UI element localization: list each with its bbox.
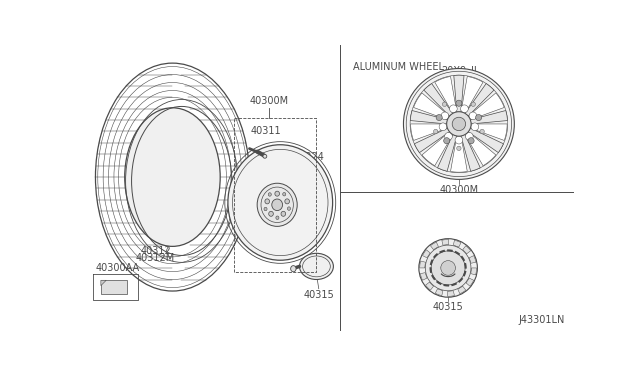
Circle shape	[419, 239, 477, 297]
Circle shape	[476, 115, 482, 121]
Polygon shape	[461, 77, 483, 112]
Polygon shape	[471, 268, 477, 275]
Circle shape	[433, 129, 438, 134]
Polygon shape	[465, 83, 494, 116]
Circle shape	[465, 132, 473, 140]
Polygon shape	[466, 133, 496, 166]
Polygon shape	[420, 273, 427, 280]
Polygon shape	[458, 286, 466, 294]
Circle shape	[445, 132, 452, 140]
Polygon shape	[454, 75, 464, 112]
Polygon shape	[451, 138, 467, 172]
Ellipse shape	[264, 207, 267, 211]
Circle shape	[457, 146, 461, 151]
Circle shape	[403, 68, 515, 179]
Polygon shape	[470, 93, 504, 119]
Ellipse shape	[276, 216, 279, 219]
Polygon shape	[438, 135, 457, 171]
Polygon shape	[468, 128, 504, 153]
Polygon shape	[447, 291, 454, 296]
Circle shape	[436, 115, 442, 121]
Circle shape	[452, 117, 466, 131]
Text: 40315: 40315	[433, 302, 463, 312]
Polygon shape	[422, 250, 430, 258]
Ellipse shape	[257, 183, 297, 226]
Ellipse shape	[272, 199, 283, 211]
Text: 40300AA: 40300AA	[95, 263, 140, 273]
Circle shape	[441, 261, 456, 275]
Circle shape	[456, 100, 462, 106]
Circle shape	[461, 105, 468, 113]
Circle shape	[480, 129, 484, 134]
Ellipse shape	[125, 108, 220, 246]
Polygon shape	[413, 93, 448, 119]
Polygon shape	[410, 110, 447, 124]
Polygon shape	[426, 282, 433, 290]
Polygon shape	[424, 83, 453, 116]
Ellipse shape	[268, 193, 271, 196]
Polygon shape	[442, 240, 449, 245]
Polygon shape	[470, 110, 508, 124]
Polygon shape	[414, 128, 449, 153]
Polygon shape	[431, 242, 438, 250]
Circle shape	[455, 136, 463, 144]
Polygon shape	[411, 124, 446, 141]
Ellipse shape	[265, 199, 269, 204]
Polygon shape	[469, 256, 476, 263]
Text: 40312M: 40312M	[136, 253, 175, 263]
Ellipse shape	[263, 154, 267, 158]
Text: 40312: 40312	[140, 246, 171, 256]
Polygon shape	[101, 280, 106, 286]
Ellipse shape	[269, 211, 273, 216]
Circle shape	[449, 105, 457, 113]
Circle shape	[471, 102, 476, 106]
Text: 40311: 40311	[251, 125, 282, 135]
Circle shape	[441, 112, 449, 120]
Text: J43301LN: J43301LN	[519, 315, 565, 325]
Circle shape	[469, 112, 477, 120]
Polygon shape	[472, 124, 507, 141]
Text: 40315: 40315	[303, 289, 334, 299]
Ellipse shape	[281, 211, 285, 216]
Ellipse shape	[287, 207, 291, 210]
Circle shape	[439, 123, 447, 131]
Polygon shape	[435, 77, 456, 112]
Circle shape	[471, 123, 479, 131]
Ellipse shape	[228, 145, 333, 260]
Circle shape	[431, 251, 465, 285]
Text: 40224: 40224	[293, 153, 324, 163]
Text: 20X9_JJ: 20X9_JJ	[441, 65, 477, 76]
Polygon shape	[453, 240, 461, 247]
Polygon shape	[435, 289, 443, 296]
Polygon shape	[466, 278, 474, 286]
Polygon shape	[420, 261, 426, 268]
Text: 40300M: 40300M	[250, 96, 289, 106]
Ellipse shape	[300, 253, 333, 279]
Circle shape	[468, 138, 474, 144]
Polygon shape	[461, 135, 480, 171]
Ellipse shape	[283, 192, 286, 196]
Polygon shape	[101, 280, 127, 294]
Circle shape	[426, 245, 471, 291]
Polygon shape	[422, 133, 452, 166]
Ellipse shape	[291, 266, 296, 272]
Circle shape	[442, 102, 447, 106]
Polygon shape	[463, 246, 470, 254]
Circle shape	[444, 138, 450, 144]
Text: 40300M: 40300M	[439, 185, 479, 195]
Ellipse shape	[285, 199, 289, 204]
Text: ALUMINUM WHEEL: ALUMINUM WHEEL	[353, 62, 444, 71]
Circle shape	[447, 112, 471, 136]
Ellipse shape	[275, 191, 280, 196]
